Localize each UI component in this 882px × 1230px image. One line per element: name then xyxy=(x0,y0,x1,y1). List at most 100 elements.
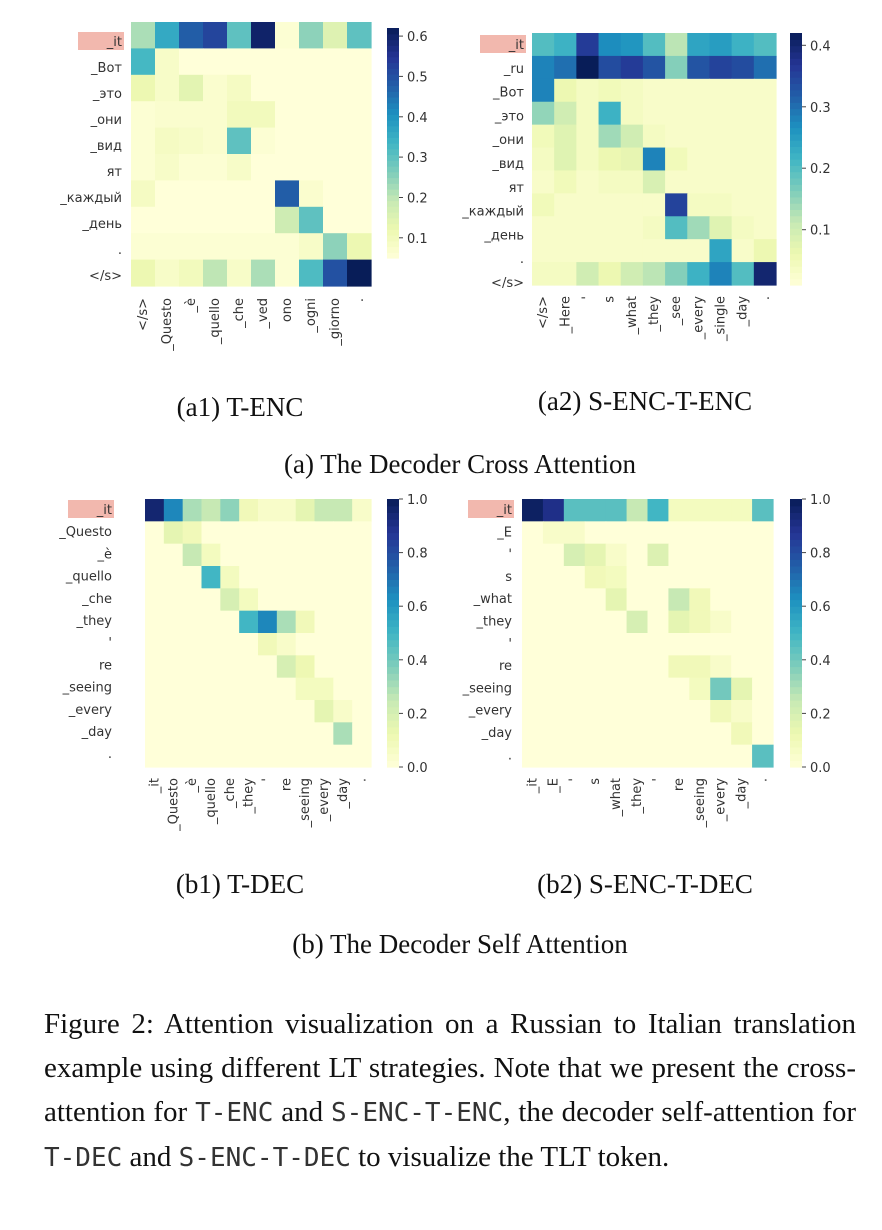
heatmap-cell xyxy=(295,744,316,768)
heatmap-cell xyxy=(239,610,259,634)
heatmap-cell xyxy=(563,633,586,656)
row-label: _E xyxy=(496,525,512,540)
heatmap-cell xyxy=(605,744,628,768)
heatmap-cell xyxy=(605,499,628,522)
heatmap-b1: _it_Questo_è_quello_che_they're_seeing_e… xyxy=(58,493,427,832)
colorbar-segment xyxy=(387,240,399,248)
subcaption-a1: (a1) T-ENC xyxy=(176,392,304,422)
colorbar-segment xyxy=(387,659,399,668)
heatmap-cell xyxy=(710,588,732,612)
row-label: _they xyxy=(75,614,112,629)
heatmap-cell xyxy=(731,101,755,126)
colorbar-segment xyxy=(790,686,802,694)
heatmap-cell xyxy=(689,700,711,723)
attention-figure: _it _Вот _это _они _вид ят _каждый _день. </s> </… xyxy=(58,22,831,832)
heatmap-cell xyxy=(352,633,372,656)
colorbar-segment xyxy=(790,222,802,229)
heatmap-cell xyxy=(203,154,228,181)
heatmap-cell xyxy=(731,33,755,57)
column-label: re xyxy=(279,778,294,791)
colorbar-segment xyxy=(387,217,399,225)
heatmap-cell xyxy=(665,147,688,172)
heatmap-cell xyxy=(605,543,628,567)
column-label: _che xyxy=(223,778,238,809)
heatmap-cell xyxy=(689,722,711,746)
row-label: _every xyxy=(468,704,513,719)
heatmap-cell xyxy=(239,722,259,746)
heatmap-cell xyxy=(665,239,688,263)
heatmap-cell xyxy=(155,259,180,287)
heatmap-cell xyxy=(220,633,240,656)
colorbar-segment xyxy=(387,713,399,721)
colorbar-segment xyxy=(790,512,802,520)
column-label: _è xyxy=(185,778,200,794)
row-label: re xyxy=(99,658,112,673)
heatmap-cell xyxy=(275,154,300,181)
colorbar-segment xyxy=(790,39,802,47)
heatmap-cell xyxy=(598,78,622,103)
colorbar-segment xyxy=(790,240,802,248)
heatmap-cell xyxy=(554,262,577,286)
row-label: </s> xyxy=(89,269,122,284)
heatmap-cell xyxy=(352,499,372,522)
heatmap-cell xyxy=(647,521,670,545)
heatmap-cell xyxy=(275,206,300,234)
heatmap-cell xyxy=(314,566,334,589)
heatmap-cell xyxy=(333,521,353,545)
heatmap-cell xyxy=(295,499,316,522)
column-label: _every xyxy=(317,778,332,823)
row-label: _day xyxy=(81,725,113,740)
colorbar-segment xyxy=(790,579,802,587)
heatmap-cell xyxy=(689,655,711,679)
colorbar-segment xyxy=(387,160,399,167)
colorbar-tick-label: 1.0 xyxy=(810,493,831,508)
heatmap-cell xyxy=(542,499,565,522)
heatmap-cell xyxy=(295,700,316,723)
colorbar-segment xyxy=(387,125,399,133)
heatmap-cell xyxy=(299,127,324,155)
heatmap-cell xyxy=(554,33,577,57)
heatmap-cell xyxy=(687,55,711,80)
heatmap-cell xyxy=(352,700,372,723)
heatmap-cell xyxy=(239,700,259,723)
heatmap-cell xyxy=(753,33,777,57)
column-label: _che xyxy=(232,298,247,329)
caption-text-and-1: and xyxy=(281,1096,324,1128)
heatmap-cell xyxy=(131,154,156,181)
heatmap-cell xyxy=(220,588,240,612)
colorbar-segment xyxy=(790,171,802,179)
heatmap-a1: _it _Вот _это _они _вид ят _каждый _день. </s> </… xyxy=(59,22,428,352)
heatmap-cell xyxy=(689,610,711,634)
colorbar-segment xyxy=(790,706,802,714)
heatmap-cell xyxy=(605,722,628,746)
heatmap-cell xyxy=(532,262,555,286)
heatmap-cell xyxy=(626,543,649,567)
colorbar-segment xyxy=(387,137,399,144)
heatmap-cell xyxy=(753,78,777,103)
colorbar-segment xyxy=(387,189,399,196)
colorbar-segment xyxy=(790,165,802,173)
heatmap-cell xyxy=(163,610,184,634)
heatmap-cell xyxy=(275,101,300,129)
heatmap-cell xyxy=(731,677,753,701)
heatmap-cell xyxy=(668,655,690,679)
colorbar-segment xyxy=(387,33,399,41)
column-label: _quello xyxy=(204,778,219,825)
heatmap-cell xyxy=(752,499,774,522)
heatmap-cell xyxy=(584,499,607,522)
figure-number: Figure 2: xyxy=(44,1008,154,1040)
heatmap-cell xyxy=(647,722,670,746)
heatmap-cell xyxy=(642,170,666,194)
heatmap-cell xyxy=(542,722,565,746)
heatmap-cell xyxy=(201,655,221,679)
heatmap-cell xyxy=(145,633,165,656)
heatmap-cell xyxy=(665,170,688,194)
heatmap-cell xyxy=(276,722,297,746)
colorbar-tick-label: 0.2 xyxy=(407,707,428,722)
heatmap-cell xyxy=(584,566,607,589)
heatmap-cell xyxy=(239,499,259,522)
colorbar-tick-label: 0.0 xyxy=(810,761,831,776)
heatmap-cell xyxy=(731,633,753,656)
heatmap-cell xyxy=(709,55,733,80)
heatmap-cell xyxy=(642,216,666,240)
